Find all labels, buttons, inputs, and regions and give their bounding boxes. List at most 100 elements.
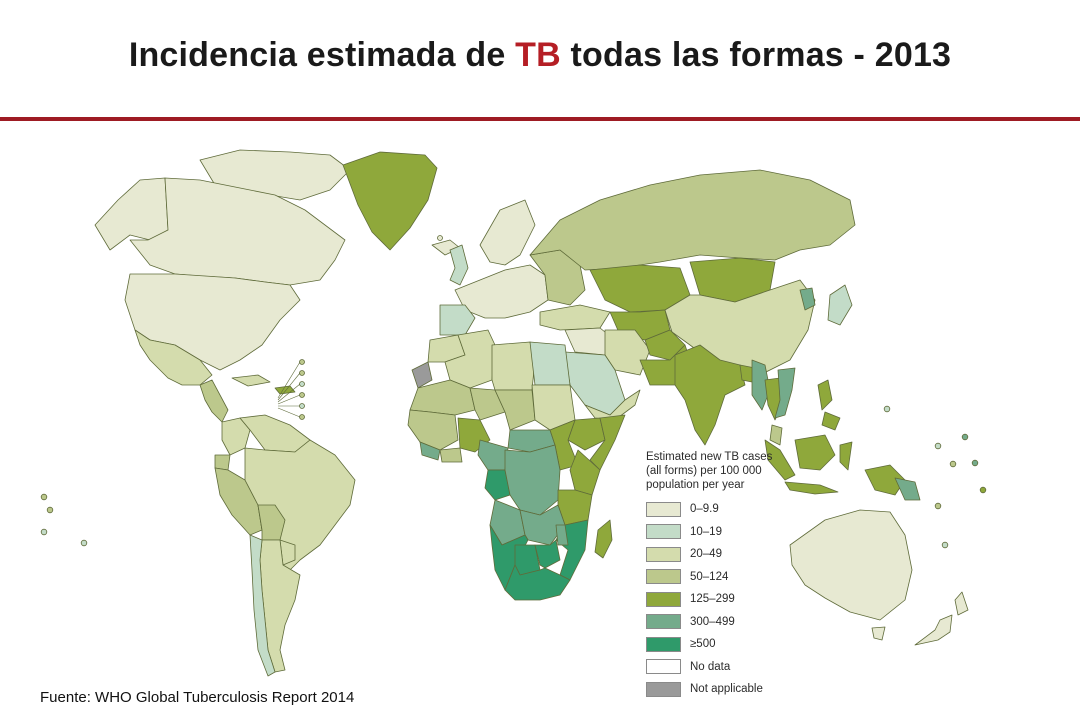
island-marker (40, 528, 48, 536)
legend-item: 20–49 (646, 543, 846, 566)
legend-swatch (646, 614, 681, 630)
legend-item: 0–9.9 (646, 498, 846, 521)
map-legend: Estimated new TB cases (all forms) per 1… (646, 450, 846, 701)
tasmania (871, 626, 886, 641)
gabon-congo (484, 469, 511, 501)
island-marker (883, 405, 891, 413)
venezuela-guianas (239, 414, 311, 453)
island-marker (934, 442, 942, 450)
libya (491, 341, 536, 391)
legend-swatch (646, 659, 681, 675)
caribbean-leader-lines (277, 361, 301, 418)
island-marker (437, 235, 443, 241)
island-marker (299, 370, 305, 376)
legend-label: Not applicable (690, 683, 763, 696)
malawi (555, 524, 569, 546)
island-marker (299, 381, 305, 387)
legend-swatch (646, 591, 681, 607)
malaysia (769, 424, 783, 446)
legend-label: 20–49 (690, 548, 722, 561)
borneo (794, 434, 836, 471)
cuba (231, 374, 271, 387)
small-island-markers (40, 235, 987, 549)
legend-item: 125–299 (646, 588, 846, 611)
sumatra (764, 439, 796, 481)
island-marker (941, 541, 949, 549)
island-marker (299, 414, 305, 420)
philippines-south (821, 411, 841, 431)
chad (494, 389, 536, 431)
island-marker (299, 359, 305, 365)
legend-swatch (646, 569, 681, 585)
niger (469, 387, 506, 421)
chile (249, 534, 276, 677)
south-africa (504, 564, 571, 601)
legend-swatch (646, 501, 681, 517)
sierra-leone-liberia (419, 441, 441, 461)
greenland (342, 151, 438, 251)
legend-label: 50–124 (690, 570, 729, 583)
legend-label: ≥500 (690, 638, 716, 651)
title-prefix: Incidencia estimada de (128, 36, 516, 74)
island-marker (40, 493, 48, 501)
legend-item: Not applicable (646, 678, 846, 701)
title-highlight: TB (515, 36, 561, 74)
australia (789, 509, 913, 621)
zimbabwe (534, 539, 561, 569)
scandinavia (479, 199, 536, 266)
legend-swatch (646, 546, 681, 562)
source-note: Fuente: WHO Global Tuberculosis Report 2… (40, 689, 355, 706)
title-suffix: todas las formas - 2013 (560, 36, 952, 74)
philippines (817, 379, 833, 411)
cameroon (477, 439, 509, 471)
legend-items: 0–9.9 10–19 20–49 50–124 125–299 300–499 ≥500 N… (646, 498, 846, 701)
vietnam-cambodia (774, 367, 796, 419)
island-marker (80, 539, 88, 547)
island-marker (46, 506, 54, 514)
island-marker (299, 403, 305, 409)
iberia (439, 304, 476, 336)
papua-new-guinea (894, 477, 921, 501)
legend-label: No data (690, 660, 731, 673)
dr-congo (504, 444, 561, 516)
island-marker (979, 486, 987, 494)
russia (529, 169, 856, 271)
legend-swatch (646, 524, 681, 540)
island-marker (949, 460, 957, 468)
north-korea (799, 287, 816, 311)
legend-swatch (646, 636, 681, 652)
island-marker (299, 392, 305, 398)
western-sahara (411, 361, 433, 389)
madagascar (594, 519, 613, 559)
turkey (539, 304, 611, 331)
island-marker (961, 433, 969, 441)
central-america (199, 379, 229, 423)
sulawesi (839, 441, 853, 471)
hispaniola (274, 385, 296, 395)
world-map (40, 149, 987, 677)
legend-item: No data (646, 656, 846, 679)
legend-label: 0–9.9 (690, 503, 719, 516)
united-kingdom (449, 244, 469, 286)
legend-item: 10–19 (646, 521, 846, 544)
legend-label: 10–19 (690, 525, 722, 538)
japan (827, 284, 853, 326)
legend-item: 300–499 (646, 611, 846, 634)
india (674, 344, 746, 446)
legend-swatch (646, 681, 681, 697)
island-marker (934, 502, 942, 510)
page-title: Incidencia estimada de TB todas las form… (0, 36, 1080, 75)
island-marker (971, 459, 979, 467)
myanmar (751, 359, 771, 411)
legend-item: ≥500 (646, 633, 846, 656)
title-divider (0, 117, 1080, 121)
java (784, 481, 839, 495)
legend-label: 125–299 (690, 593, 735, 606)
legend-label: 300–499 (690, 615, 735, 628)
ghana-cote-divoire (439, 447, 463, 463)
legend-item: 50–124 (646, 566, 846, 589)
new-zealand (914, 591, 969, 646)
ecuador (214, 454, 231, 471)
legend-title: Estimated new TB cases (all forms) per 1… (646, 451, 773, 491)
egypt (529, 341, 571, 386)
